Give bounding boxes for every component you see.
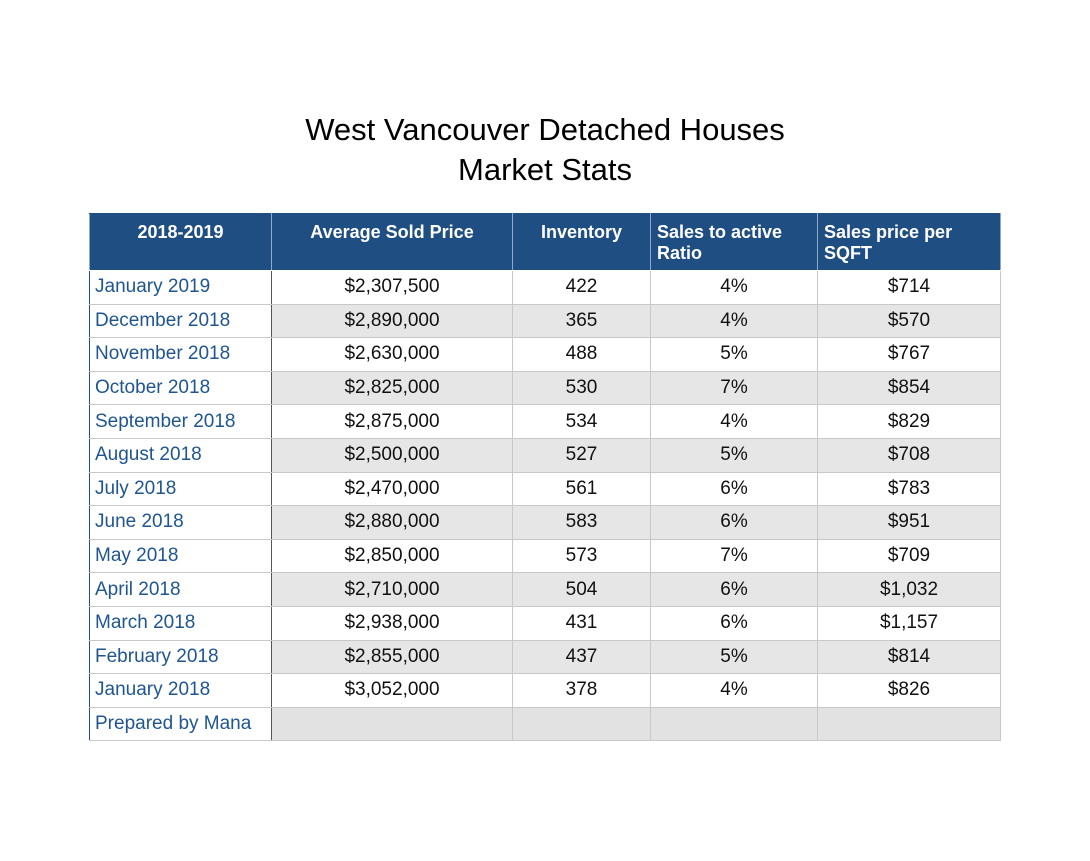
column-header-average-sold-price: Average Sold Price bbox=[271, 213, 513, 271]
table-row: September 2018 $2,875,000 534 4% $829 bbox=[89, 404, 1001, 439]
sales-to-active-ratio-cell: 7% bbox=[650, 370, 818, 406]
table-row: November 2018 $2,630,000 488 5% $767 bbox=[89, 337, 1001, 372]
month-cell: November 2018 bbox=[89, 337, 272, 372]
empty-footer-cell bbox=[817, 706, 1001, 742]
inventory-cell: 561 bbox=[512, 471, 651, 507]
empty-footer-cell bbox=[271, 706, 513, 742]
sales-price-per-sqft-cell: $1,157 bbox=[817, 605, 1001, 641]
month-cell: December 2018 bbox=[89, 303, 272, 339]
average-sold-price-cell: $2,855,000 bbox=[271, 639, 513, 675]
column-header-period: 2018-2019 bbox=[89, 213, 272, 271]
sales-to-active-ratio-cell: 6% bbox=[650, 505, 818, 540]
table-row: October 2018 $2,825,000 530 7% $854 bbox=[89, 370, 1001, 406]
sales-to-active-ratio-cell: 5% bbox=[650, 639, 818, 675]
sales-price-per-sqft-cell: $1,032 bbox=[817, 572, 1001, 607]
inventory-cell: 583 bbox=[512, 505, 651, 540]
sales-to-active-ratio-cell: 5% bbox=[650, 337, 818, 372]
average-sold-price-cell: $2,890,000 bbox=[271, 303, 513, 339]
average-sold-price-cell: $2,825,000 bbox=[271, 370, 513, 406]
average-sold-price-cell: $3,052,000 bbox=[271, 673, 513, 708]
average-sold-price-cell: $2,470,000 bbox=[271, 471, 513, 507]
inventory-cell: 534 bbox=[512, 404, 651, 439]
sales-price-per-sqft-cell: $814 bbox=[817, 639, 1001, 675]
sales-to-active-ratio-cell: 4% bbox=[650, 270, 818, 305]
sales-price-per-sqft-cell: $826 bbox=[817, 673, 1001, 708]
sales-price-per-sqft-cell: $854 bbox=[817, 370, 1001, 406]
empty-footer-cell bbox=[650, 706, 818, 742]
table-row: December 2018 $2,890,000 365 4% $570 bbox=[89, 303, 1001, 339]
column-header-inventory: Inventory bbox=[512, 213, 651, 271]
month-cell: March 2018 bbox=[89, 605, 272, 641]
sales-price-per-sqft-cell: $951 bbox=[817, 505, 1001, 540]
month-cell: October 2018 bbox=[89, 370, 272, 406]
inventory-cell: 365 bbox=[512, 303, 651, 339]
month-cell: January 2019 bbox=[89, 270, 272, 305]
table-row: June 2018 $2,880,000 583 6% $951 bbox=[89, 505, 1001, 540]
sales-to-active-ratio-cell: 7% bbox=[650, 538, 818, 574]
sales-to-active-ratio-cell: 6% bbox=[650, 572, 818, 607]
column-header-sales-price-per-sqft: Sales price per SQFT bbox=[817, 213, 1001, 271]
sales-price-per-sqft-cell: $708 bbox=[817, 437, 1001, 473]
table-row: May 2018 $2,850,000 573 7% $709 bbox=[89, 538, 1001, 574]
inventory-cell: 530 bbox=[512, 370, 651, 406]
average-sold-price-cell: $2,938,000 bbox=[271, 605, 513, 641]
header-row: 2018-2019 Average Sold Price Inventory S… bbox=[89, 213, 1001, 271]
table-body: January 2019 $2,307,500 422 4% $714 December … bbox=[89, 270, 1001, 742]
sales-price-per-sqft-cell: $829 bbox=[817, 404, 1001, 439]
table-row: February 2018 $2,855,000 437 5% $814 bbox=[89, 639, 1001, 675]
inventory-cell: 431 bbox=[512, 605, 651, 641]
sales-price-per-sqft-cell: $570 bbox=[817, 303, 1001, 339]
sales-to-active-ratio-cell: 4% bbox=[650, 404, 818, 439]
average-sold-price-cell: $2,307,500 bbox=[271, 270, 513, 305]
sales-price-per-sqft-cell: $709 bbox=[817, 538, 1001, 574]
sales-price-per-sqft-cell: $783 bbox=[817, 471, 1001, 507]
sales-to-active-ratio-cell: 4% bbox=[650, 303, 818, 339]
month-cell: January 2018 bbox=[89, 673, 272, 708]
average-sold-price-cell: $2,850,000 bbox=[271, 538, 513, 574]
prepared-by-note: Prepared by Mana bbox=[89, 706, 272, 742]
month-cell: May 2018 bbox=[89, 538, 272, 574]
inventory-cell: 573 bbox=[512, 538, 651, 574]
inventory-cell: 422 bbox=[512, 270, 651, 305]
average-sold-price-cell: $2,710,000 bbox=[271, 572, 513, 607]
column-header-sales-to-active-ratio: Sales to active Ratio bbox=[650, 213, 818, 271]
month-cell: July 2018 bbox=[89, 471, 272, 507]
average-sold-price-cell: $2,630,000 bbox=[271, 337, 513, 372]
inventory-cell: 488 bbox=[512, 337, 651, 372]
inventory-cell: 378 bbox=[512, 673, 651, 708]
table-row: July 2018 $2,470,000 561 6% $783 bbox=[89, 471, 1001, 507]
chart-title-line-2: Market Stats bbox=[458, 152, 632, 187]
chart-title-line-1: West Vancouver Detached Houses bbox=[305, 112, 785, 147]
sales-to-active-ratio-cell: 5% bbox=[650, 437, 818, 473]
table-row: January 2019 $2,307,500 422 4% $714 bbox=[89, 270, 1001, 305]
month-cell: September 2018 bbox=[89, 404, 272, 439]
table-row: March 2018 $2,938,000 431 6% $1,157 bbox=[89, 605, 1001, 641]
inventory-cell: 504 bbox=[512, 572, 651, 607]
table-row: August 2018 $2,500,000 527 5% $708 bbox=[89, 437, 1001, 473]
empty-footer-cell bbox=[512, 706, 651, 742]
chart-title: West Vancouver Detached Houses Market St… bbox=[0, 110, 1090, 190]
month-cell: June 2018 bbox=[89, 505, 272, 540]
inventory-cell: 437 bbox=[512, 639, 651, 675]
table-row: April 2018 $2,710,000 504 6% $1,032 bbox=[89, 572, 1001, 607]
sales-price-per-sqft-cell: $767 bbox=[817, 337, 1001, 372]
market-stats-table: 2018-2019 Average Sold Price Inventory S… bbox=[89, 213, 1001, 742]
month-cell: February 2018 bbox=[89, 639, 272, 675]
average-sold-price-cell: $2,880,000 bbox=[271, 505, 513, 540]
table-row: January 2018 $3,052,000 378 4% $826 bbox=[89, 673, 1001, 708]
footer-row: Prepared by Mana bbox=[89, 706, 1001, 742]
average-sold-price-cell: $2,500,000 bbox=[271, 437, 513, 473]
inventory-cell: 527 bbox=[512, 437, 651, 473]
month-cell: August 2018 bbox=[89, 437, 272, 473]
average-sold-price-cell: $2,875,000 bbox=[271, 404, 513, 439]
sales-to-active-ratio-cell: 4% bbox=[650, 673, 818, 708]
sales-to-active-ratio-cell: 6% bbox=[650, 605, 818, 641]
month-cell: April 2018 bbox=[89, 572, 272, 607]
sales-price-per-sqft-cell: $714 bbox=[817, 270, 1001, 305]
sales-to-active-ratio-cell: 6% bbox=[650, 471, 818, 507]
